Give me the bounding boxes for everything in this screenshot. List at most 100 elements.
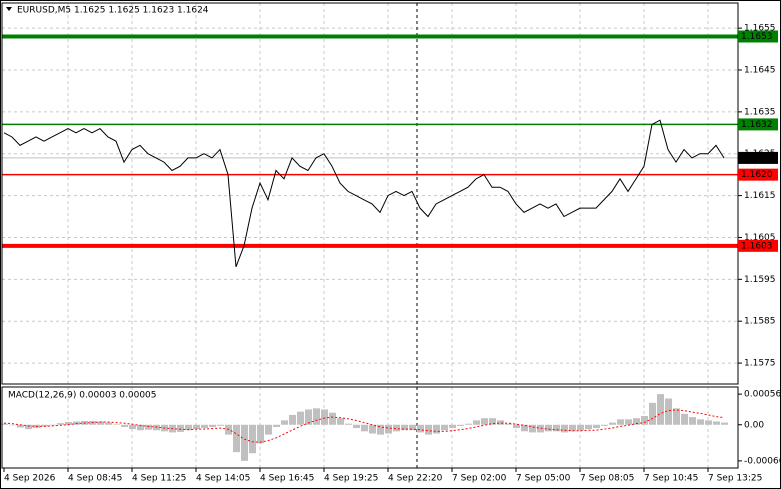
macd-bar — [281, 420, 288, 425]
macd-bar — [673, 408, 680, 425]
macd-bar — [449, 424, 456, 429]
macd-panel-border — [1, 386, 739, 469]
x-tick-label: 4 Sep 14:05 — [196, 474, 250, 484]
macd-bar — [337, 418, 344, 425]
macd-bar — [241, 424, 248, 461]
macd-bar — [553, 424, 560, 432]
macd-bar — [481, 418, 488, 425]
macd-bar — [433, 424, 440, 434]
macd-bar — [177, 424, 184, 432]
x-tick-label: 4 Sep 2026 — [4, 474, 56, 484]
grid — [2, 3, 738, 468]
level-label-bg — [738, 239, 778, 252]
level-label: 1.1653 — [741, 32, 773, 42]
macd-bar — [25, 424, 32, 430]
y-tick-label: 1.1595 — [744, 275, 776, 285]
macd-bar — [417, 424, 424, 433]
macd-bar — [577, 424, 584, 431]
macd-bar — [185, 424, 192, 431]
macd-bar — [217, 424, 224, 426]
macd-bar — [265, 424, 272, 435]
macd-bar — [369, 424, 376, 434]
price-panel-border — [1, 2, 739, 385]
macd-bar — [249, 424, 256, 454]
y-tick-label: 1.1635 — [744, 107, 776, 117]
macd-bar — [353, 424, 360, 429]
y-tick-label: -0.00066 — [744, 456, 781, 466]
level-label-bg — [738, 151, 778, 164]
macd-bar — [57, 423, 64, 425]
macd-bar — [505, 423, 512, 425]
level-label-bg — [738, 168, 778, 181]
macd-bar — [545, 424, 552, 432]
x-tick-label: 7 Sep 05:00 — [516, 474, 571, 484]
macd-bar — [329, 412, 336, 425]
macd-bar — [289, 414, 296, 425]
macd-bar — [721, 422, 728, 425]
level-label-bg — [738, 30, 778, 43]
macd-bar — [609, 422, 616, 425]
macd-bar — [473, 420, 480, 425]
macd-bar — [497, 420, 504, 425]
macd-bar — [257, 424, 264, 444]
macd-bar — [705, 420, 712, 425]
macd-bar — [209, 424, 216, 427]
macd-bar — [681, 413, 688, 425]
macd-bar — [129, 424, 136, 430]
macd-bar — [65, 422, 72, 425]
y-tick-label: 1.1615 — [744, 191, 776, 201]
macd-bar — [513, 424, 520, 429]
macd-bar — [697, 419, 704, 425]
y-tick-label: 1.1605 — [744, 233, 776, 243]
level-label: 1.1632 — [741, 120, 773, 130]
labels: 4 Sep 2026 4 Sep 08:45 4 Sep 11:25 4 Sep 14… — [3, 24, 781, 484]
macd-bar — [201, 424, 208, 429]
macd-bar — [401, 424, 408, 431]
macd-bar — [689, 417, 696, 425]
macd-bar — [641, 416, 648, 425]
macd-bar — [601, 424, 608, 426]
macd-bar — [73, 421, 80, 425]
macd-bar — [625, 419, 632, 425]
macd-bar — [617, 419, 624, 425]
x-tick-label: 7 Sep 10:45 — [644, 474, 698, 484]
macd-bar — [657, 394, 664, 425]
macd-bar — [409, 424, 416, 431]
menu-triangle — [6, 7, 12, 11]
macd-bar — [713, 421, 720, 425]
macd-bar — [193, 424, 200, 430]
level-label: 1.1603 — [741, 241, 773, 251]
y-tick-label: 1.1585 — [744, 317, 776, 327]
macd-bar — [313, 408, 320, 425]
macd-bar — [17, 424, 24, 428]
macd-bar — [561, 424, 568, 433]
y-tick-label: 1.1575 — [744, 359, 776, 369]
macd-bar — [593, 424, 600, 429]
y-tick-label: 0.00 — [744, 420, 764, 430]
macd-bar — [121, 424, 128, 427]
price-line — [3, 119, 725, 267]
macd-bar — [537, 424, 544, 433]
macd-bar — [1, 423, 8, 425]
macd-bar — [273, 424, 280, 427]
macd-bar — [385, 424, 392, 434]
macd-bar — [649, 402, 656, 425]
macd-bar — [633, 418, 640, 425]
macd-bar — [665, 398, 672, 425]
y-tick-label: 1.1655 — [744, 24, 776, 34]
macd-bar — [441, 424, 448, 431]
macd-bar — [465, 423, 472, 425]
macd-bar — [529, 424, 536, 433]
macd-bar — [97, 421, 104, 425]
macd-bar — [321, 409, 328, 425]
macd-bar — [113, 424, 120, 425]
macd-bar — [145, 424, 152, 430]
x-tick-label: 4 Sep 08:45 — [68, 474, 122, 484]
macd-bar — [361, 424, 368, 432]
macd-title: MACD(12,26,9) 0.00003 0.00005 — [8, 391, 157, 401]
x-tick-label: 7 Sep 08:05 — [580, 474, 634, 484]
macd-bar — [569, 424, 576, 432]
macd-bar — [305, 409, 312, 425]
